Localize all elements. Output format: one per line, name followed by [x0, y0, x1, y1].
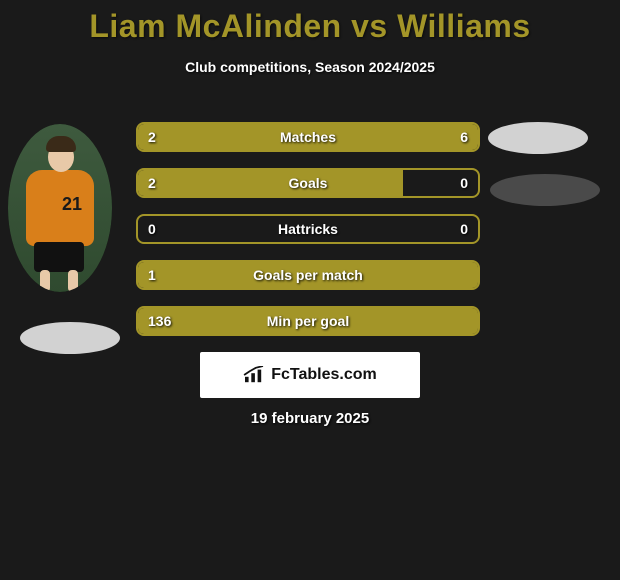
page-subtitle: Club competitions, Season 2024/2025	[0, 59, 620, 75]
stat-row: 136Min per goal	[136, 306, 480, 336]
page-title: Liam McAlinden vs Williams	[0, 0, 620, 45]
snapshot-date: 19 february 2025	[0, 410, 620, 427]
stat-bar-right	[223, 124, 478, 150]
shadow-ellipse-left	[20, 322, 120, 354]
shadow-ellipse-right-1	[488, 122, 588, 154]
stat-row: 1Goals per match	[136, 260, 480, 290]
stat-row: 00Hattricks	[136, 214, 480, 244]
chart-icon	[243, 366, 265, 384]
stat-bar-left	[138, 170, 403, 196]
shadow-ellipse-right-2	[490, 174, 600, 206]
stat-bar-gap	[138, 216, 478, 242]
source-logo-text: FcTables.com	[271, 366, 377, 384]
player-shirt-number: 21	[62, 194, 82, 215]
stat-bar-left	[138, 124, 223, 150]
stat-bar-left	[138, 308, 478, 334]
stat-row: 26Matches	[136, 122, 480, 152]
stat-bar-gap	[403, 170, 478, 196]
player-left-avatar: 21	[8, 124, 112, 292]
stat-bar-left	[138, 262, 478, 288]
source-logo: FcTables.com	[200, 352, 420, 398]
stat-row: 20Goals	[136, 168, 480, 198]
player-illustration: 21	[8, 124, 112, 292]
stats-container: 26Matches 20Goals 00Hattricks 1Goals per ma…	[136, 122, 480, 352]
comparison-card: Liam McAlinden vs Williams Club competit…	[0, 0, 620, 580]
